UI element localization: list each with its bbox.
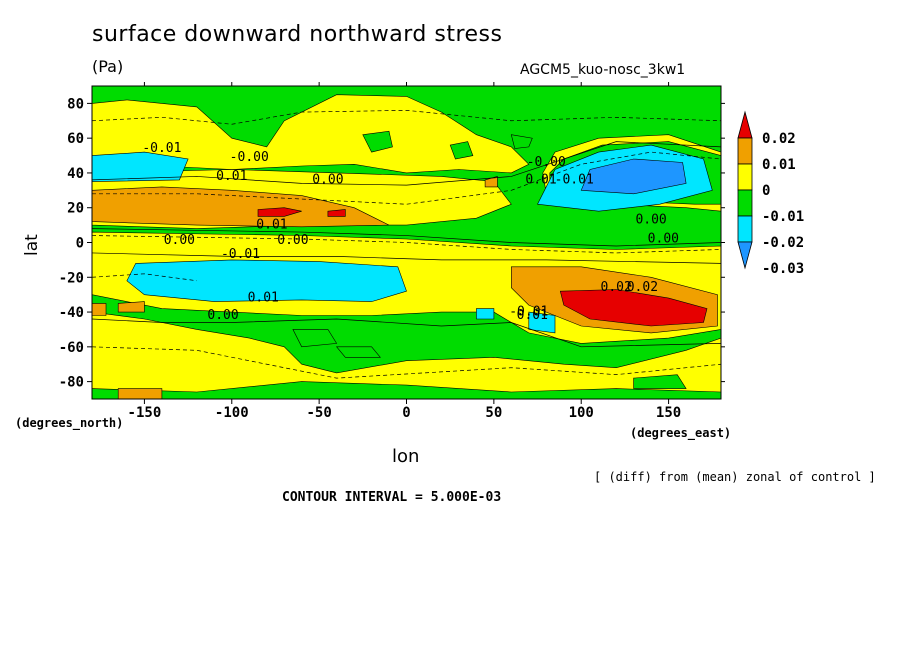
legend-label: 0.02 bbox=[762, 131, 796, 147]
contour-label: -0.01 bbox=[142, 141, 181, 156]
contour-label: 0.00 bbox=[312, 172, 343, 187]
legend-label: 0 bbox=[762, 183, 770, 199]
field-region-10 bbox=[327, 209, 346, 217]
field-region-24 bbox=[92, 303, 107, 316]
contour-label: 0.01 bbox=[256, 218, 287, 233]
contour-line-1 bbox=[92, 235, 721, 254]
legend-swatch bbox=[737, 137, 753, 165]
footnote: [ (diff) from (mean) zonal of control ] bbox=[594, 470, 876, 484]
field-region-12 bbox=[92, 151, 189, 182]
field-region-5 bbox=[92, 381, 721, 399]
field-region-20 bbox=[292, 329, 338, 348]
contour-label: 0.00 bbox=[635, 212, 666, 227]
x-tick-label: 150 bbox=[656, 405, 681, 421]
legend-label: 0.01 bbox=[762, 157, 796, 173]
legend-label: -0.01 bbox=[762, 209, 804, 225]
x-tick-label: 0 bbox=[402, 405, 410, 421]
contour-label: 0.00 bbox=[648, 232, 679, 247]
contour-line-6 bbox=[92, 318, 721, 348]
y-tick-label: -40 bbox=[59, 305, 84, 321]
legend-label: -0.03 bbox=[762, 261, 804, 277]
x-tick-label: 100 bbox=[569, 405, 594, 421]
contour-line-4 bbox=[92, 151, 721, 205]
field-region-25 bbox=[117, 388, 163, 399]
x-axis-units: (degrees_east) bbox=[630, 426, 732, 440]
field-region-4 bbox=[92, 311, 721, 399]
contour-label: -0.01 bbox=[509, 305, 548, 320]
contour-line-0 bbox=[92, 228, 721, 247]
field-region-11 bbox=[126, 259, 407, 302]
run-label: AGCM5_kuo-nosc_3kw1 bbox=[520, 62, 686, 78]
y-tick-label: -80 bbox=[59, 375, 84, 391]
field-region-16 bbox=[559, 289, 708, 327]
y-tick-label: 20 bbox=[67, 201, 84, 217]
contour-label: -0.01 bbox=[555, 172, 594, 187]
field-region-8 bbox=[92, 186, 390, 228]
contour-line-3 bbox=[92, 273, 197, 282]
contour-label: -0.01 bbox=[221, 247, 260, 262]
legend-label: -0.02 bbox=[762, 235, 804, 251]
contour-line-2 bbox=[92, 252, 721, 264]
field-region-1 bbox=[92, 94, 530, 174]
chart-title: surface downward northward stress bbox=[92, 22, 503, 47]
field-region-26 bbox=[528, 311, 556, 334]
contour-label: 0.02 bbox=[627, 280, 658, 295]
x-tick-label: -150 bbox=[128, 405, 162, 421]
contour-interval: CONTOUR INTERVAL = 5.000E-03 bbox=[282, 490, 502, 505]
x-tick-label: -100 bbox=[215, 405, 249, 421]
field-region-19 bbox=[510, 134, 533, 149]
contour-label: 0.01 bbox=[525, 172, 556, 187]
contour-label: 0.00 bbox=[164, 233, 195, 248]
contour-label: -0.00 bbox=[230, 150, 269, 165]
y-tick-label: -20 bbox=[59, 270, 84, 286]
y-tick-label: 80 bbox=[67, 96, 84, 112]
contour-line-7 bbox=[92, 346, 721, 379]
legend-swatch-bottom bbox=[737, 241, 753, 270]
x-tick-label: 50 bbox=[485, 405, 502, 421]
field-region-22 bbox=[633, 374, 687, 389]
field-region-14 bbox=[580, 158, 687, 195]
legend-swatch bbox=[737, 189, 753, 217]
contour-label: -0.00 bbox=[527, 155, 566, 170]
field-region-18 bbox=[449, 141, 474, 160]
contour-label: 0.01 bbox=[248, 291, 279, 306]
field-region-21 bbox=[335, 346, 381, 358]
legend-swatch bbox=[737, 163, 753, 191]
x-tick-label: -50 bbox=[306, 405, 331, 421]
contour-label: 0.01 bbox=[517, 308, 548, 323]
contour-line-5 bbox=[92, 141, 721, 186]
x-axis-label: lon bbox=[392, 446, 420, 467]
field-region-17 bbox=[362, 130, 393, 153]
contour-label: 0.00 bbox=[277, 233, 308, 248]
field-region-27 bbox=[476, 308, 495, 320]
y-tick-label: 0 bbox=[76, 236, 84, 252]
contour-label: 0.00 bbox=[207, 308, 238, 323]
y-tick-label: 40 bbox=[67, 166, 84, 182]
chart-units: (Pa) bbox=[92, 57, 124, 76]
y-tick-label: -60 bbox=[59, 340, 84, 356]
contour-label: 0.01 bbox=[216, 169, 247, 184]
field-region-23 bbox=[117, 301, 145, 313]
legend-swatch-top bbox=[737, 110, 753, 139]
y-tick-label: 60 bbox=[67, 131, 84, 147]
legend-swatch bbox=[737, 215, 753, 243]
y-axis-units: (degrees_north) bbox=[15, 416, 124, 430]
contour-label: 0.02 bbox=[601, 280, 632, 295]
field-region-9 bbox=[257, 207, 302, 217]
